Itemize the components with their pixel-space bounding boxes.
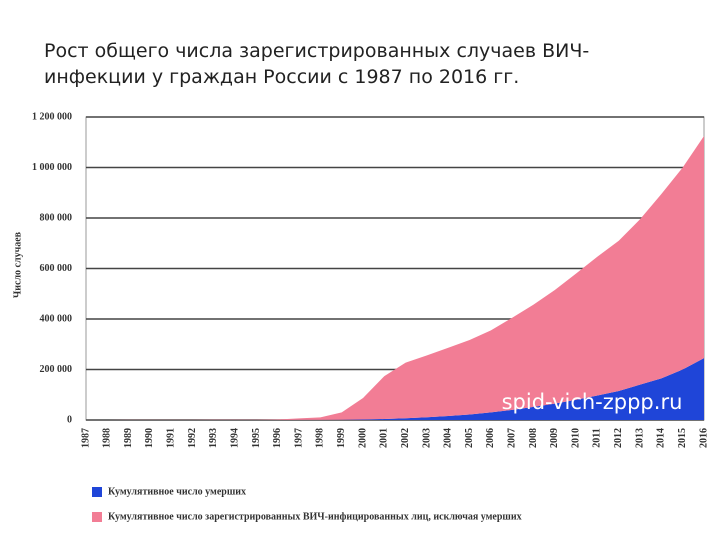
y-tick-label: 800 000 (40, 212, 73, 223)
x-tick-label: 2009 (549, 428, 560, 448)
y-tick-label: 200 000 (40, 364, 73, 375)
x-tick-label: 1991 (166, 428, 177, 448)
y-tick-label: 1 000 000 (32, 162, 72, 173)
x-tick-label: 2006 (485, 428, 496, 448)
x-tick-label: 2013 (634, 428, 645, 448)
x-tick-label: 2003 (421, 428, 432, 448)
y-tick-label: 0 (67, 414, 72, 425)
legend-label: Кумулятивное число зарегистрированных ВИ… (108, 511, 522, 522)
x-tick-label: 1994 (229, 428, 240, 448)
x-tick-label: 1997 (293, 428, 304, 448)
x-tick-label: 2005 (464, 428, 475, 448)
area (86, 358, 704, 420)
x-tick-label: 1988 (102, 428, 113, 448)
x-tick-label: 2000 (357, 428, 368, 448)
x-tick-label: 1993 (208, 428, 219, 448)
x-tick-label: 2001 (379, 428, 390, 448)
x-tick-label: 2008 (528, 428, 539, 448)
x-tick-label: 2004 (443, 428, 454, 448)
x-tick-label: 2012 (613, 428, 624, 448)
x-tick-label: 2010 (570, 428, 581, 448)
y-tick-label: 1 200 000 (32, 111, 72, 122)
x-tick-label: 2014 (656, 428, 667, 448)
x-tick-label: 1999 (336, 428, 347, 448)
y-tick-label: 400 000 (40, 313, 73, 324)
watermark: spid-vich-zppp.ru (502, 390, 683, 414)
area (86, 135, 704, 420)
legend-swatch (92, 487, 102, 497)
x-tick-label: 1989 (123, 428, 134, 448)
x-tick-label: 2007 (507, 428, 518, 448)
x-tick-label: 1987 (80, 428, 91, 448)
x-tick-label: 1995 (251, 428, 262, 448)
x-tick-label: 2016 (698, 428, 709, 448)
legend-label: Кумулятивное число умерших (108, 486, 246, 497)
y-axis-title: Число случаев (12, 231, 23, 298)
legend-swatch (92, 512, 102, 522)
x-tick-label: 1992 (187, 428, 198, 448)
x-tick-label: 1998 (315, 428, 326, 448)
y-tick-label: 600 000 (40, 263, 73, 274)
x-tick-label: 1996 (272, 428, 283, 448)
x-tick-label: 2015 (677, 428, 688, 448)
x-tick-label: 2011 (592, 428, 603, 447)
slide-title: Рост общего числа зарегистрированных слу… (44, 40, 590, 88)
x-tick-label: 1990 (144, 428, 155, 448)
x-tick-label: 2002 (400, 428, 411, 448)
